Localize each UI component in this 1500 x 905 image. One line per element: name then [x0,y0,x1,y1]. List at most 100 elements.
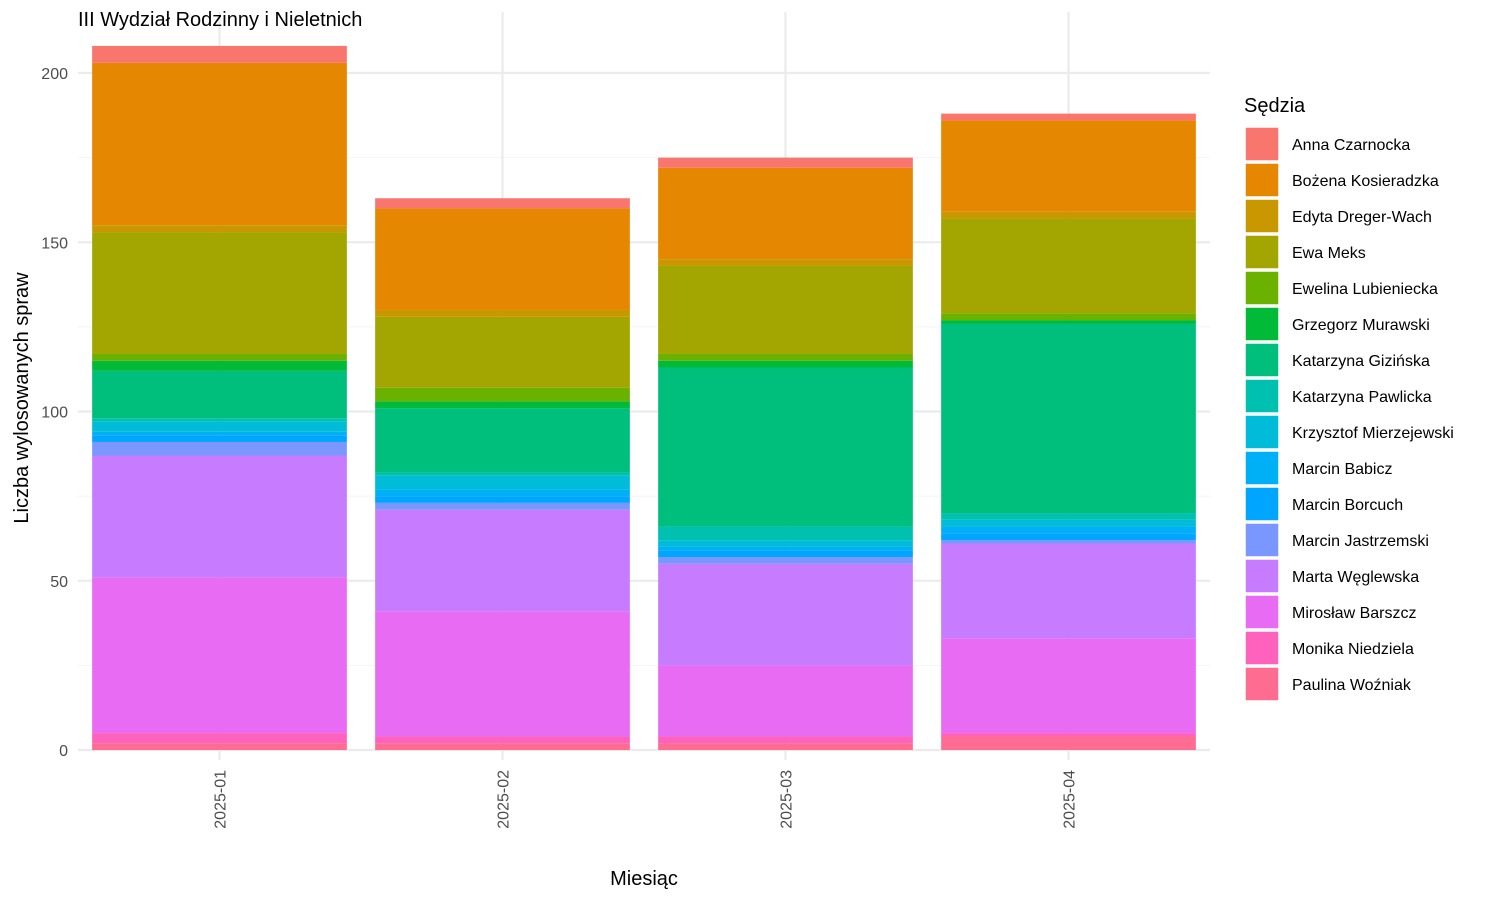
bar-segment [658,743,913,750]
legend-key [1244,162,1280,198]
x-axis-title: Miesiąc [610,868,678,890]
bar-segment [658,265,913,354]
bar-segment [375,611,630,737]
legend-key [1244,522,1280,558]
bar-segment [658,540,913,547]
bar-segment [941,733,1196,737]
bar-segment [92,733,347,744]
y-tick-label: 50 [50,574,68,591]
bar-segment [375,496,630,503]
bar-segment [92,421,347,432]
bar-segment [658,360,913,368]
bar-segment [375,743,630,750]
legend-key [1244,486,1280,522]
legend-label: Marcin Borcuch [1292,497,1403,514]
legend-key [1244,342,1280,378]
bar-segment [658,259,913,266]
legend-key [1244,558,1280,594]
axis-ticks: 0 50 100 150 200 2025-01 2025-02 2025-03 2025-04 [41,66,1078,829]
bar-segment [941,638,1196,734]
bar-segment [658,546,913,551]
legend-label: Krzysztof Mierzejewski [1292,425,1454,442]
legend-label: Bożena Kosieradzka [1292,173,1439,190]
bar-segment [941,113,1196,121]
legend-label: Grzegorz Murawski [1292,317,1430,334]
legend-label: Edyta Dreger-Wach [1292,209,1432,226]
bar-segment [92,418,347,422]
legend-label: Marta Węglewska [1292,569,1419,586]
legend-key [1244,378,1280,414]
bar-segment [941,533,1196,541]
legend-label: Anna Czarnocka [1292,137,1410,154]
bar-segment [92,45,347,63]
bar-segment [941,513,1196,520]
legend-key [1244,306,1280,342]
x-tick-label: 2025-01 [213,770,230,829]
x-tick-label: 2025-04 [1062,770,1079,829]
bar-segment [658,367,913,527]
bar-segment [658,550,913,558]
legend-title: Sędzia [1244,95,1306,117]
legend-key [1244,198,1280,234]
bar-segment [658,526,913,541]
bar-segment [941,540,1196,544]
y-axis-title: Liczba wylosowanych spraw [11,272,33,524]
legend-key [1244,414,1280,450]
bar-segment [375,475,630,490]
bar-segment [658,665,913,737]
legend-label: Marcin Babicz [1292,461,1392,478]
bar-segment [941,211,1196,219]
bar-segment [658,157,913,168]
legend-key [1244,234,1280,270]
bar-segment [941,313,1196,321]
bar-segment [92,455,347,578]
bar-segment [941,526,1196,534]
bar-segment [375,509,630,612]
bars [92,45,1196,750]
bar-segment [375,387,630,402]
legend-label: Katarzyna Pawlicka [1292,389,1432,406]
bar-segment [941,519,1196,527]
bar-segment [658,167,913,260]
bar-segment [92,62,347,226]
x-tick-label: 2025-02 [496,770,513,829]
bar-segment [941,323,1196,514]
legend-label: Marcin Jastrzemski [1292,533,1429,550]
bar-segment [92,435,347,442]
bar-segment [375,316,630,388]
bar-segment [92,353,347,361]
bar-segment [658,736,913,744]
y-tick-label: 0 [59,743,68,760]
chart-title: III Wydział Rodzinny i Nieletnich [78,9,362,31]
bar-segment [375,472,630,476]
bar-segment [375,208,630,310]
bar-segment [92,431,347,436]
x-tick-label: 2025-03 [779,770,796,829]
legend-label: Mirosław Barszcz [1292,605,1416,622]
bar-segment [92,441,347,456]
bar-segment [941,543,1196,639]
bar-segment [658,353,913,361]
bar-segment [941,320,1196,324]
legend-key [1244,450,1280,486]
legend-key [1244,126,1280,162]
bar-segment [375,309,630,317]
legend-label: Monika Niedziela [1292,641,1414,658]
bar-segment [92,225,347,233]
bar-segment [941,736,1196,750]
bar-segment [375,502,630,510]
bar-segment [941,218,1196,314]
bar-segment [658,563,913,666]
bar-segment [92,360,347,371]
legend-key [1244,666,1280,702]
bar-segment [941,120,1196,212]
y-tick-label: 200 [41,66,68,83]
bar-segment [92,577,347,734]
bar-segment [92,743,347,750]
bar-segment [92,232,347,354]
legend-key [1244,270,1280,306]
bar-segment [92,370,347,419]
legend-label: Paulina Woźniak [1292,677,1412,694]
bar-segment [375,408,630,473]
